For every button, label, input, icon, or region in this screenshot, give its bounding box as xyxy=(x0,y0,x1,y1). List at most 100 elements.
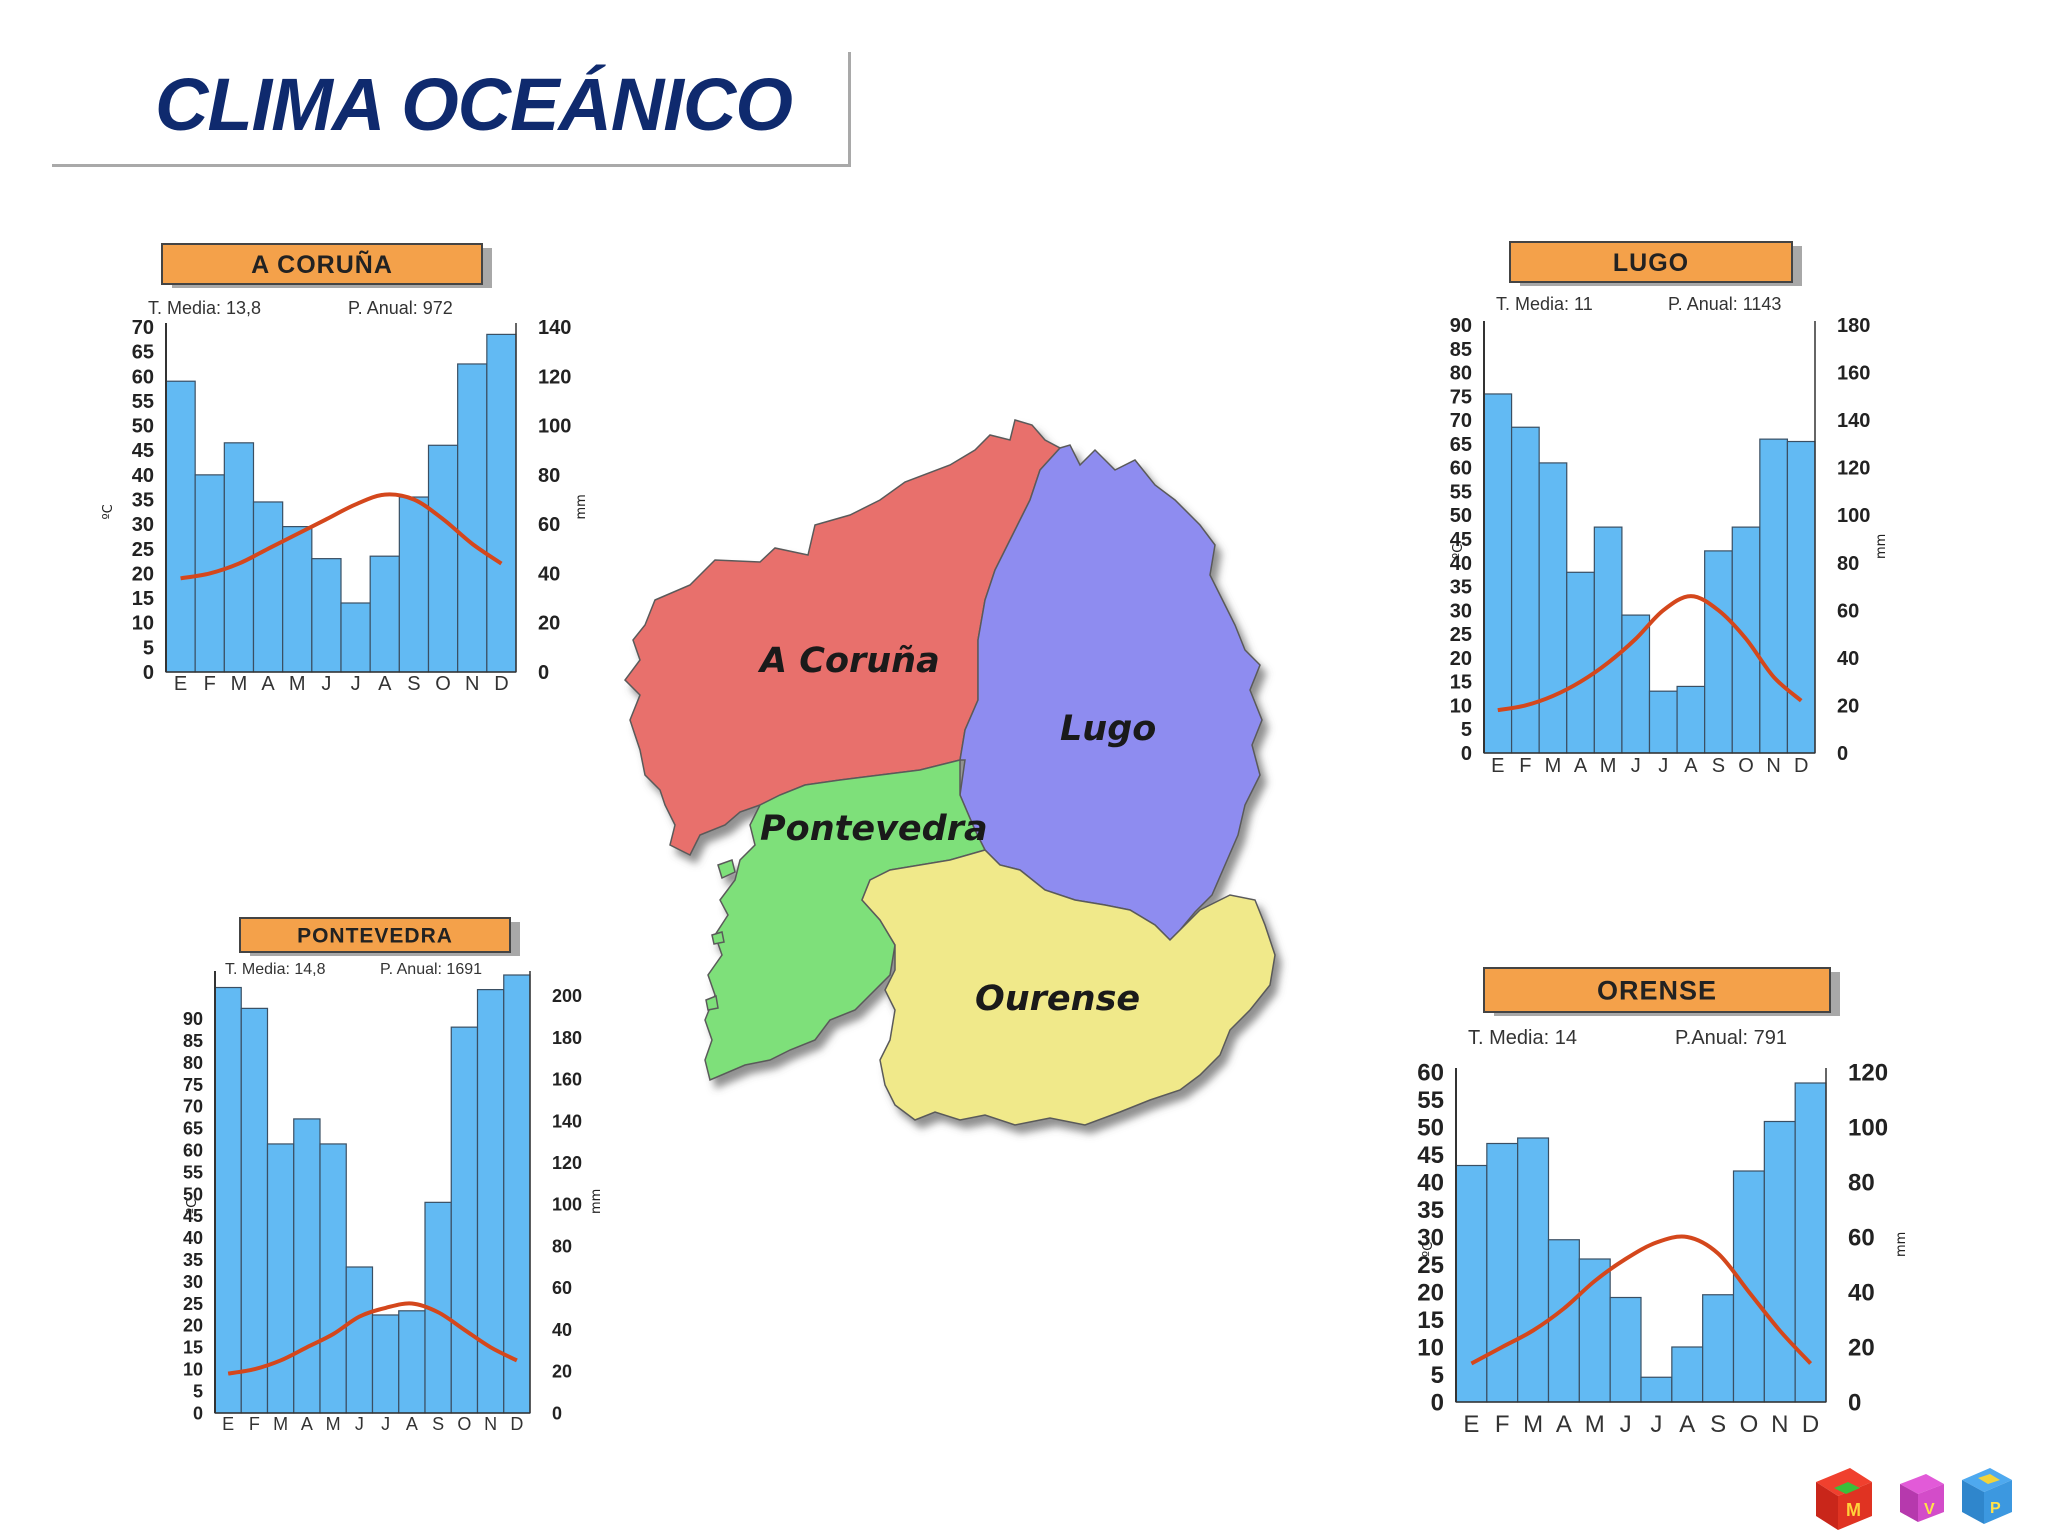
right-tick-label: 80 xyxy=(552,1236,572,1256)
left-tick-label: 45 xyxy=(183,1206,203,1226)
page-title: CLIMA OCEÁNICO xyxy=(155,63,793,146)
cube-logo: M V P xyxy=(1816,1468,2012,1530)
precip-unit-label: mm xyxy=(1874,534,1889,559)
precip-bar xyxy=(282,526,313,673)
precip-bar xyxy=(369,555,400,673)
left-tick-label: 50 xyxy=(183,1184,203,1204)
right-tick-label: 160 xyxy=(552,1070,582,1090)
precip-bar xyxy=(398,496,430,673)
month-label: O xyxy=(1738,755,1754,777)
precip-bar xyxy=(1702,1294,1735,1403)
left-tick-label: 10 xyxy=(132,613,154,635)
month-label: O xyxy=(457,1414,471,1434)
chart-title: PONTEVEDRA xyxy=(297,924,453,947)
precip-bar xyxy=(1786,440,1816,754)
chart-header xyxy=(1483,967,1831,1013)
precip-bar xyxy=(1609,1296,1642,1403)
month-label: J xyxy=(355,1414,364,1434)
chart-mean-temp: T. Media: 14 xyxy=(1468,1027,1577,1049)
month-label: F xyxy=(249,1414,260,1434)
left-tick-label: 0 xyxy=(193,1403,203,1423)
left-tick-label: 60 xyxy=(132,366,154,388)
left-tick-label: 30 xyxy=(1450,600,1472,622)
left-tick-label: 60 xyxy=(1417,1059,1444,1086)
precip-bar xyxy=(340,602,371,673)
precip-bar xyxy=(1794,1082,1827,1403)
right-tick-label: 140 xyxy=(538,317,571,339)
chart-annual-precip: P. Anual: 1143 xyxy=(1668,294,1781,314)
temp-unit-label: ºC xyxy=(101,504,116,519)
month-label: D xyxy=(494,673,508,695)
temperature-line xyxy=(227,1301,518,1376)
precip-bar xyxy=(427,444,459,673)
right-tick-label: 40 xyxy=(552,1320,572,1340)
left-tick-label: 70 xyxy=(183,1097,203,1117)
month-label: D xyxy=(1802,1411,1819,1438)
month-label: S xyxy=(407,673,420,695)
right-tick-label: 200 xyxy=(552,986,582,1006)
right-tick-label: 120 xyxy=(552,1153,582,1173)
left-tick-label: 5 xyxy=(1461,719,1472,741)
precip-unit-label: mm xyxy=(589,1189,604,1214)
left-tick-label: 85 xyxy=(1450,339,1472,361)
chart-header xyxy=(239,917,511,953)
left-tick-label: 10 xyxy=(183,1360,203,1380)
precip-bar xyxy=(1732,1170,1765,1403)
precip-unit-label: mm xyxy=(574,494,589,519)
precip-bar xyxy=(1547,1239,1580,1403)
left-tick-label: 0 xyxy=(1461,743,1472,765)
left-tick-label: 40 xyxy=(1417,1169,1444,1196)
precip-bar xyxy=(293,1118,321,1414)
precip-bar xyxy=(345,1266,374,1414)
left-tick-label: 40 xyxy=(1450,553,1472,575)
right-tick-label: 20 xyxy=(538,613,560,635)
left-tick-label: 60 xyxy=(183,1141,203,1161)
left-tick-label: 85 xyxy=(183,1031,203,1051)
chart-mean-temp: T. Media: 14,8 xyxy=(225,961,326,978)
climate-chart: A CORUÑA T. Media: 13,8 P. Anual: 972 0 510 1… xyxy=(101,243,589,695)
map-label-pontevedra: Pontevedra xyxy=(760,809,988,849)
month-label: N xyxy=(1771,1411,1788,1438)
left-tick-label: 25 xyxy=(1417,1252,1444,1279)
precip-bar xyxy=(1486,1142,1519,1403)
left-tick-label: 55 xyxy=(1417,1087,1444,1114)
month-label: E xyxy=(1463,1411,1479,1438)
chart-annual-precip: P. Anual: 1691 xyxy=(380,961,482,978)
precip-bar xyxy=(371,1314,400,1414)
chart-title: ORENSE xyxy=(1597,976,1717,1006)
right-tick-label: 80 xyxy=(1837,553,1859,575)
left-tick-label: 70 xyxy=(1450,410,1472,432)
precip-bar xyxy=(1593,526,1623,754)
chart-title: A CORUÑA xyxy=(251,249,393,279)
precip-bar xyxy=(1455,1164,1488,1403)
month-label: N xyxy=(484,1414,497,1434)
right-tick-label: 60 xyxy=(1837,600,1859,622)
right-tick-label: 0 xyxy=(552,1403,562,1423)
left-tick-label: 55 xyxy=(132,391,154,413)
right-tick-label: 0 xyxy=(1848,1389,1861,1416)
left-tick-label: 80 xyxy=(183,1053,203,1073)
left-tick-label: 0 xyxy=(143,662,154,684)
precip-bar xyxy=(1566,571,1595,754)
right-tick-label: 140 xyxy=(1837,410,1870,432)
chart-annual-precip: P.Anual: 791 xyxy=(1675,1027,1787,1049)
left-tick-label: 30 xyxy=(1417,1224,1444,1251)
precip-bar xyxy=(1759,438,1789,754)
svg-text:V: V xyxy=(1924,1501,1935,1518)
precip-bar xyxy=(1704,550,1733,754)
left-tick-label: 65 xyxy=(183,1119,203,1139)
precip-bar xyxy=(398,1310,426,1414)
map-label-ourense: Ourense xyxy=(975,979,1140,1019)
left-tick-label: 25 xyxy=(1450,624,1472,646)
island xyxy=(711,931,725,945)
precip-bar xyxy=(1648,690,1678,754)
left-tick-label: 50 xyxy=(1417,1114,1444,1141)
left-tick-label: 35 xyxy=(183,1250,203,1270)
right-tick-label: 80 xyxy=(1848,1169,1875,1196)
right-tick-label: 180 xyxy=(552,1028,582,1048)
cube-m-icon: M xyxy=(1816,1468,1872,1530)
svg-text:M: M xyxy=(1846,1500,1861,1520)
